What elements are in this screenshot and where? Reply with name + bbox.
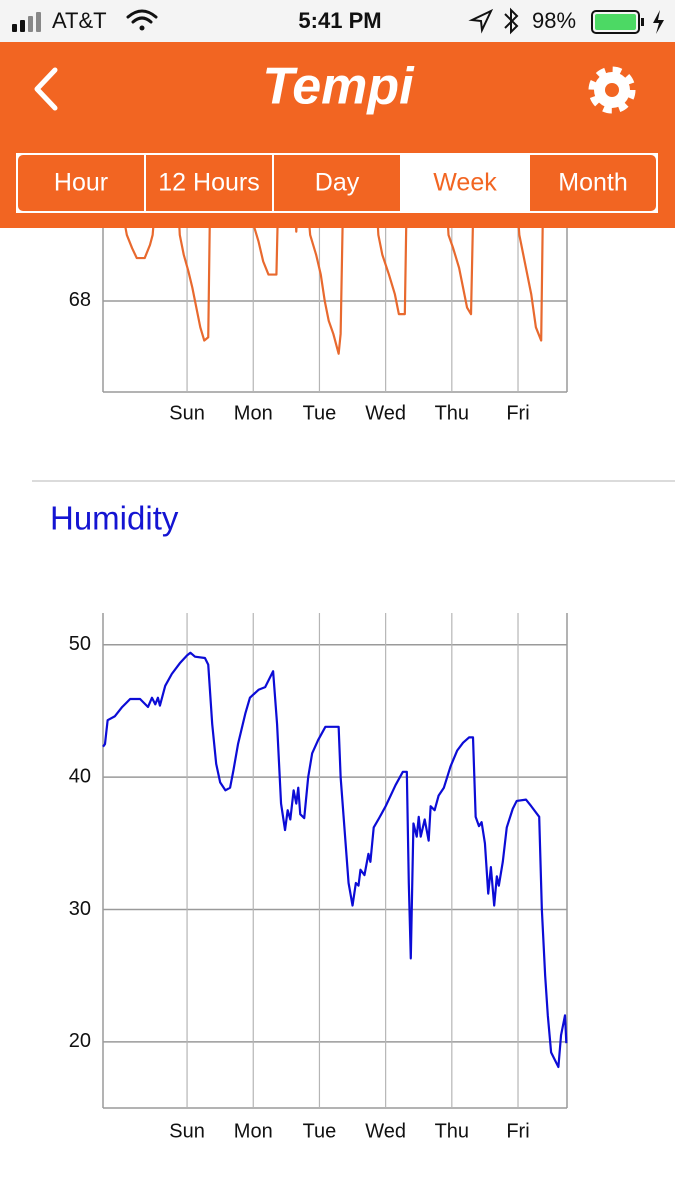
y-tick-label: 50: [69, 633, 91, 655]
data-line: [102, 651, 568, 1069]
signal-icon: [12, 12, 41, 32]
x-tick-label: Sun: [169, 1120, 205, 1142]
x-tick-label: Tue: [303, 402, 337, 424]
app-title: Tempi: [262, 58, 415, 116]
tab-label[interactable]: Day: [315, 169, 360, 197]
wifi-icon: [126, 9, 158, 31]
x-tick-label: Fri: [506, 1120, 529, 1142]
x-tick-label: Thu: [435, 402, 469, 424]
tab-label[interactable]: Month: [558, 169, 627, 197]
battery-icon: [591, 10, 664, 34]
y-tick-label: 30: [69, 898, 91, 920]
tab-bar: Hour 12 Hours Day Week Month: [16, 153, 658, 213]
location-icon: [468, 8, 494, 34]
tab-label[interactable]: 12 Hours: [158, 169, 259, 197]
battery-percent: 98%: [532, 8, 576, 33]
tab[interactable]: [16, 153, 146, 213]
x-tick-label: Wed: [365, 1120, 406, 1142]
bluetooth-icon: [504, 7, 519, 35]
header: AT&T 5:41 PM 98% Tempi Hour 12 Hours Day We…: [0, 0, 675, 228]
settings-button[interactable]: [588, 66, 636, 114]
tab-label[interactable]: Week: [433, 169, 497, 197]
tab-label[interactable]: Hour: [54, 169, 108, 197]
y-tick-label: 68: [69, 289, 91, 311]
status-bar: [0, 0, 675, 42]
x-tick-label: Fri: [506, 402, 529, 424]
chart-title: Humidity: [50, 500, 179, 537]
x-tick-label: Tue: [303, 1120, 337, 1142]
carrier: AT&T: [52, 8, 107, 33]
x-tick-label: Sun: [169, 402, 205, 424]
y-tick-label: 20: [69, 1030, 91, 1052]
y-tick-label: 40: [69, 765, 91, 787]
back-button[interactable]: [34, 67, 58, 111]
content: Humidity 68 Sun Mon Tue Wed Thu Fri 20 30 40 50 Sun…: [32, 136, 675, 1142]
x-tick-label: Mon: [234, 402, 273, 424]
x-tick-label: Thu: [435, 1120, 469, 1142]
data-line: [118, 187, 545, 355]
x-tick-label: Wed: [365, 402, 406, 424]
clock: 5:41 PM: [298, 8, 381, 33]
tab-border: [16, 153, 658, 213]
x-tick-label: Mon: [234, 1120, 273, 1142]
